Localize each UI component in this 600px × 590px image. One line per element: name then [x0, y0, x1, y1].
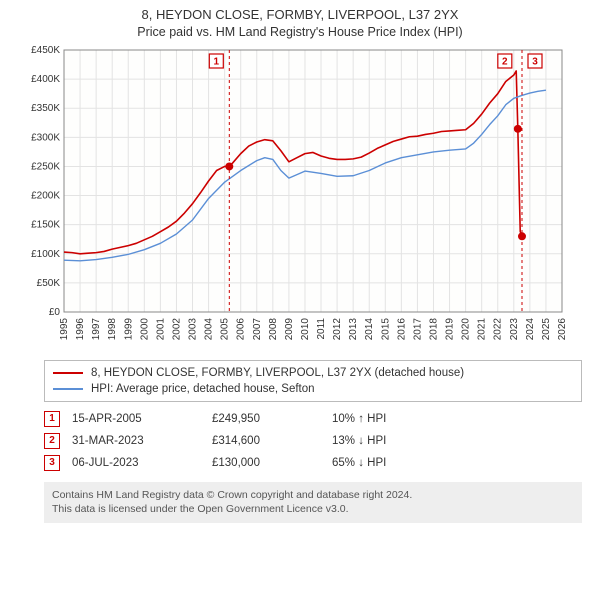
marker-label-2: 2	[502, 56, 508, 67]
sale-row: 3 06-JUL-2023£130,00065% ↓ HPI	[44, 452, 582, 474]
x-axis-tick: 2009	[284, 317, 295, 340]
x-axis-tick: 2025	[541, 317, 552, 340]
sales-table: 1 15-APR-2005£249,95010% ↑ HPI 2 31-MAR-202…	[44, 408, 582, 474]
x-axis-tick: 2016	[396, 317, 407, 340]
y-axis-tick: £400K	[31, 74, 60, 85]
legend: 8, HEYDON CLOSE, FORMBY, LIVERPOOL, L37 …	[44, 360, 582, 402]
x-axis-tick: 2003	[188, 317, 199, 340]
x-axis-tick: 2022	[493, 317, 504, 340]
x-axis-tick: 1995	[59, 317, 70, 340]
sale-price: £130,000	[212, 457, 332, 469]
attribution: Contains HM Land Registry data © Crown c…	[44, 482, 582, 523]
x-axis-tick: 1999	[123, 317, 134, 340]
legend-item: 8, HEYDON CLOSE, FORMBY, LIVERPOOL, L37 …	[53, 365, 573, 381]
y-axis-tick: £300K	[31, 132, 60, 143]
attribution-line-2: This data is licensed under the Open Gov…	[52, 502, 574, 517]
attribution-line-1: Contains HM Land Registry data © Crown c…	[52, 488, 574, 503]
sale-row: 1 15-APR-2005£249,95010% ↑ HPI	[44, 408, 582, 430]
sale-badge: 3	[44, 455, 60, 471]
sale-badge: 2	[44, 433, 60, 449]
x-axis-tick: 2001	[155, 317, 166, 340]
sale-date: 15-APR-2005	[72, 413, 212, 425]
x-axis-tick: 2006	[236, 317, 247, 340]
title-block: 8, HEYDON CLOSE, FORMBY, LIVERPOOL, L37 …	[0, 0, 600, 44]
x-axis-tick: 2021	[477, 317, 488, 340]
legend-swatch	[53, 388, 83, 390]
y-axis-tick: £100K	[31, 248, 60, 259]
y-axis-tick: £50K	[37, 278, 61, 289]
x-axis-tick: 2023	[509, 317, 520, 340]
chart-area: £0 £50K £100K £150K £200K £250K £300K £350K £400…	[0, 44, 600, 354]
x-axis-tick: 1997	[91, 317, 102, 340]
x-axis-tick: 1998	[107, 317, 118, 340]
x-axis-tick: 2019	[445, 317, 456, 340]
sale-date: 06-JUL-2023	[72, 457, 212, 469]
x-axis-tick: 2013	[348, 317, 359, 340]
title-line-2: Price paid vs. HM Land Registry's House …	[10, 24, 590, 42]
legend-label: HPI: Average price, detached house, Seft…	[91, 383, 315, 395]
sale-date: 31-MAR-2023	[72, 435, 212, 447]
x-axis-tick: 2000	[139, 317, 150, 340]
sale-badge: 1	[44, 411, 60, 427]
legend-swatch	[53, 372, 83, 374]
legend-item: HPI: Average price, detached house, Seft…	[53, 381, 573, 397]
x-axis-tick: 2017	[412, 317, 423, 340]
x-axis-tick: 2014	[364, 317, 375, 340]
x-axis-tick: 2012	[332, 317, 343, 340]
sale-delta: 10% ↑ HPI	[332, 413, 452, 425]
y-axis-tick: £200K	[31, 190, 60, 201]
x-axis-tick: 2007	[252, 317, 263, 340]
x-axis-tick: 2010	[300, 317, 311, 340]
marker-label-1: 1	[214, 56, 220, 67]
y-axis-tick: £0	[49, 307, 61, 318]
x-axis-tick: 2018	[428, 317, 439, 340]
x-axis-tick: 2005	[220, 317, 231, 340]
x-axis-tick: 2008	[268, 317, 279, 340]
x-axis-tick: 2020	[461, 317, 472, 340]
x-axis-tick: 2024	[525, 317, 536, 340]
y-axis-tick: £450K	[31, 45, 60, 56]
sale-delta: 13% ↓ HPI	[332, 435, 452, 447]
sale-price: £314,600	[212, 435, 332, 447]
price-chart: £0 £50K £100K £150K £200K £250K £300K £350K £400…	[20, 44, 580, 354]
y-axis-tick: £250K	[31, 161, 60, 172]
x-axis-tick: 1996	[75, 317, 86, 340]
y-axis-tick: £350K	[31, 103, 60, 114]
title-line-1: 8, HEYDON CLOSE, FORMBY, LIVERPOOL, L37 …	[10, 6, 590, 24]
x-axis-tick: 2004	[204, 317, 215, 340]
x-axis-tick: 2011	[316, 317, 327, 339]
y-axis-tick: £150K	[31, 219, 60, 230]
x-axis-tick: 2026	[557, 317, 568, 340]
x-axis-tick: 2015	[380, 317, 391, 340]
marker-label-3: 3	[532, 56, 538, 67]
legend-label: 8, HEYDON CLOSE, FORMBY, LIVERPOOL, L37 …	[91, 367, 464, 379]
x-axis-tick: 2002	[171, 317, 182, 340]
sale-delta: 65% ↓ HPI	[332, 457, 452, 469]
sale-price: £249,950	[212, 413, 332, 425]
sale-row: 2 31-MAR-2023£314,60013% ↓ HPI	[44, 430, 582, 452]
